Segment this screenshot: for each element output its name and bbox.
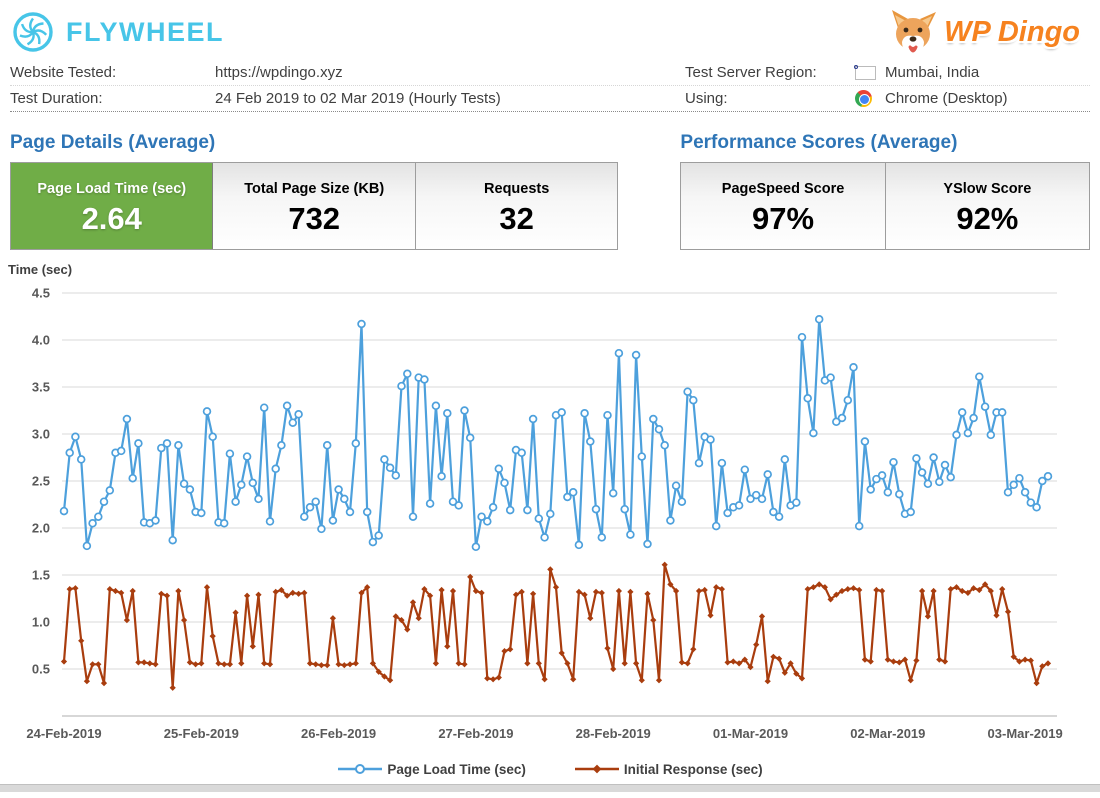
page-details-cards: Page Load Time (sec) 2.64 Total Page Siz… xyxy=(10,162,619,250)
chart-plot-area: 0.5 1.0 1.5 2.0 2.5 3.0 3.5 4.0 4.5 24-Feb-2019 25… xyxy=(26,286,1063,742)
page-details-title: Page Details (Average) xyxy=(10,132,216,153)
pagespeed-score-value: 97% xyxy=(752,200,815,236)
summary-sections: Page Details (Average) Page Load Time (s… xyxy=(0,112,1100,250)
india-flag-icon xyxy=(854,64,876,80)
legend-red-line-marker-icon xyxy=(574,764,619,774)
flywheel-pinwheel-icon xyxy=(13,12,53,52)
test-duration-value: 24 Feb 2019 to 02 Mar 2019 (Hourly Tests… xyxy=(215,90,501,107)
yslow-score-card: YSlow Score 92% xyxy=(885,163,1089,249)
svg-text:4.5: 4.5 xyxy=(32,286,50,301)
svg-text:01-Mar-2019: 01-Mar-2019 xyxy=(713,726,788,741)
svg-text:28-Feb-2019: 28-Feb-2019 xyxy=(576,726,651,741)
timeline-chart: Time (sec) 0.5 1.0 1.5 2.0 2.5 3.0 3.5 4.0 4.5 24… xyxy=(0,250,1100,792)
svg-text:03-Mar-2019: 03-Mar-2019 xyxy=(988,726,1063,741)
legend-page-load-time: Page Load Time (sec) xyxy=(337,762,526,777)
svg-text:02-Mar-2019: 02-Mar-2019 xyxy=(850,726,925,741)
flywheel-logo: FLYWHEEL xyxy=(10,9,224,55)
svg-text:0.5: 0.5 xyxy=(32,662,50,677)
test-info: Website Tested: https://wpdingo.xyz Test… xyxy=(0,60,1100,112)
wpdingo-logo: WP Dingo xyxy=(884,6,1086,58)
test-duration-label: Test Duration: xyxy=(10,90,103,107)
performance-scores-title: Performance Scores (Average) xyxy=(680,132,958,153)
performance-scores-cards: PageSpeed Score 97% YSlow Score 92% xyxy=(680,162,1090,250)
header: FLYWHEEL WP Dingo xyxy=(0,0,1100,60)
legend-page-load-time-label: Page Load Time (sec) xyxy=(387,761,526,777)
svg-text:3.5: 3.5 xyxy=(32,380,50,395)
test-server-region-label: Test Server Region: xyxy=(685,64,817,81)
page-details-section: Page Details (Average) Page Load Time (s… xyxy=(10,126,619,250)
dingo-dog-icon xyxy=(892,10,937,53)
info-row-2: Test Duration: 24 Feb 2019 to 02 Mar 201… xyxy=(10,86,1090,112)
svg-text:26-Feb-2019: 26-Feb-2019 xyxy=(301,726,376,741)
svg-text:3.0: 3.0 xyxy=(32,427,50,442)
chart-legend: Page Load Time (sec) Initial Response (s… xyxy=(0,756,1100,782)
requests-label: Requests xyxy=(484,180,550,197)
page-bottom-strip xyxy=(0,784,1100,792)
website-tested-value: https://wpdingo.xyz xyxy=(215,64,343,81)
yslow-score-label: YSlow Score xyxy=(943,180,1032,197)
page-load-time-value: 2.64 xyxy=(81,200,142,236)
total-page-size-label: Total Page Size (KB) xyxy=(244,180,385,197)
chrome-icon xyxy=(855,90,872,107)
legend-blue-line-marker-icon xyxy=(338,764,383,774)
svg-text:1.0: 1.0 xyxy=(32,615,50,630)
using-value: Chrome (Desktop) xyxy=(885,90,1008,107)
svg-text:4.0: 4.0 xyxy=(32,333,50,348)
legend-initial-response: Initial Response (sec) xyxy=(574,762,763,777)
website-tested-label: Website Tested: xyxy=(10,64,117,81)
page-load-time-label: Page Load Time (sec) xyxy=(37,180,187,197)
svg-text:24-Feb-2019: 24-Feb-2019 xyxy=(26,726,101,741)
page-load-time-card: Page Load Time (sec) 2.64 xyxy=(11,163,214,249)
total-page-size-value: 732 xyxy=(288,200,341,236)
requests-card: Requests 32 xyxy=(415,163,618,249)
pagespeed-score-label: PageSpeed Score xyxy=(721,180,845,197)
test-server-region-value: Mumbai, India xyxy=(885,64,980,81)
svg-text:27-Feb-2019: 27-Feb-2019 xyxy=(438,726,513,741)
chart-y-axis-title: Time (sec) xyxy=(8,262,73,277)
flywheel-logo-text: FLYWHEEL xyxy=(66,16,225,47)
svg-text:2.5: 2.5 xyxy=(32,474,50,489)
info-row-1: Website Tested: https://wpdingo.xyz Test… xyxy=(10,60,1090,86)
svg-text:1.5: 1.5 xyxy=(32,568,50,583)
legend-initial-response-label: Initial Response (sec) xyxy=(623,761,763,777)
wpdingo-logo-text: WP Dingo xyxy=(944,15,1080,48)
performance-scores-section: Performance Scores (Average) PageSpeed S… xyxy=(680,126,1090,250)
yslow-score-value: 92% xyxy=(956,200,1019,236)
svg-text:25-Feb-2019: 25-Feb-2019 xyxy=(164,726,239,741)
using-label: Using: xyxy=(685,90,728,107)
svg-text:2.0: 2.0 xyxy=(32,521,50,536)
requests-value: 32 xyxy=(499,200,534,236)
total-page-size-card: Total Page Size (KB) 732 xyxy=(213,163,416,249)
pagespeed-score-card: PageSpeed Score 97% xyxy=(681,163,886,249)
